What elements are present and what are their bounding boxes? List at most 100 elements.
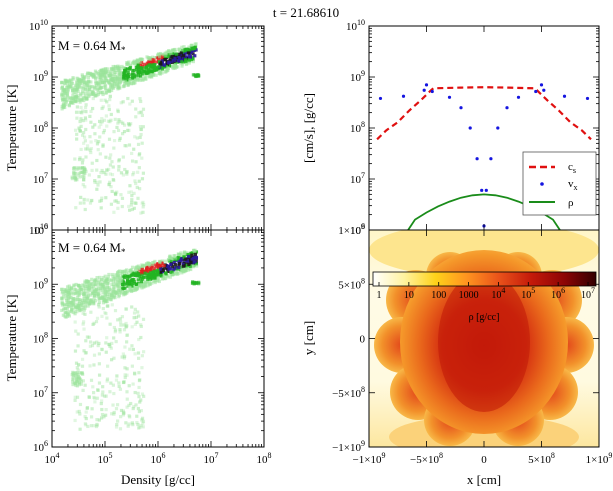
histogram-cell (125, 281, 129, 285)
histogram-cell (117, 284, 121, 288)
histogram-cell (150, 60, 155, 65)
histogram-cell (139, 277, 143, 281)
histogram-cell (147, 279, 151, 283)
histogram-cell (142, 394, 146, 398)
histogram-cell (123, 167, 127, 172)
histogram-cell (95, 396, 99, 400)
histogram-cell (153, 276, 157, 280)
vx-point (562, 94, 567, 98)
histogram-cell (125, 169, 129, 174)
y-tick-label: 108 (350, 120, 365, 135)
histogram-cell (70, 287, 74, 291)
histogram-cell (136, 406, 140, 411)
y-axis-ticks: 106 107 108 109 1010 (346, 18, 599, 237)
histogram-cell (110, 77, 114, 81)
histogram-cell (134, 181, 138, 186)
histogram-cell (66, 300, 70, 305)
histogram-cell (92, 302, 96, 306)
histogram-cell (154, 73, 158, 77)
colorbar-gradient (372, 271, 597, 287)
histogram-cell (102, 73, 107, 77)
histogram-cell (93, 94, 97, 98)
colorbar-tick-label: 100 (431, 290, 446, 301)
histogram-cell (132, 171, 136, 175)
histogram-cell (157, 58, 161, 62)
histogram-cell (136, 351, 141, 355)
histogram-cell (127, 384, 131, 388)
histogram-cell (69, 96, 73, 100)
histogram-cell (116, 68, 121, 73)
histogram-cell (150, 262, 154, 267)
histogram-cell (126, 270, 131, 275)
histogram-cell (134, 107, 138, 111)
figure-title: t = 21.68610 (273, 5, 339, 20)
histogram-cell (130, 277, 135, 281)
histogram-cell (105, 168, 109, 173)
histogram-cell (133, 390, 137, 395)
histogram-cell (167, 60, 171, 64)
histogram-cell (113, 279, 117, 283)
histogram-cell (176, 59, 180, 63)
histogram-cell (161, 268, 165, 273)
histogram-cell (114, 282, 118, 286)
histogram-cell (73, 172, 77, 176)
histogram-cell (92, 424, 96, 428)
histogram-cell (191, 251, 195, 255)
histogram-cell (64, 315, 68, 319)
histogram-cell (145, 74, 149, 78)
histogram-cell (84, 91, 88, 95)
histogram-cell (133, 81, 137, 85)
histogram-cell (154, 263, 158, 267)
histogram-cell (113, 75, 117, 79)
histogram-cell (73, 128, 78, 132)
histogram-cell (122, 323, 126, 327)
histogram-cell (170, 265, 175, 269)
histogram-cell (109, 118, 113, 122)
histogram-cell (109, 358, 114, 362)
histogram-cell (67, 291, 71, 295)
histogram-cell (112, 293, 117, 297)
histogram-cell (142, 350, 146, 354)
histogram-cell (121, 155, 125, 159)
histogram-cell (66, 302, 70, 307)
histogram-cell (105, 100, 109, 104)
histogram-cell (153, 259, 157, 264)
y-tick-label: 1010 (29, 18, 48, 33)
histogram-cell (132, 405, 136, 409)
histogram-cell (76, 307, 80, 311)
legend-box (522, 151, 597, 216)
histogram-cell (109, 153, 113, 157)
x-tick-label: 1×109 (586, 451, 613, 466)
vx-point (539, 83, 544, 87)
x-tick-label: −5×108 (410, 451, 443, 466)
histogram-cell (104, 196, 108, 200)
histogram-cell (94, 279, 99, 283)
y-tick-label: 1010 (29, 222, 48, 237)
histogram-cell (143, 66, 147, 70)
histogram-cell (116, 109, 120, 114)
histogram-cell (112, 336, 116, 340)
histogram-cell (117, 280, 121, 284)
histogram-cell (111, 383, 115, 387)
histogram-cell (89, 415, 94, 419)
histogram-cell (137, 285, 141, 289)
histogram-cell (73, 312, 77, 316)
histogram-cell (99, 98, 103, 102)
histogram-cell (168, 58, 172, 62)
histogram-cell (61, 307, 66, 311)
histogram-cell (155, 67, 159, 72)
histogram-cell (82, 349, 86, 353)
histogram-cell (154, 265, 159, 269)
histogram-cell (92, 296, 96, 301)
histogram-cell (74, 83, 78, 87)
vx-point (534, 89, 538, 94)
histogram-cell (189, 57, 194, 62)
slice-inner-core (438, 272, 530, 412)
histogram-cell (68, 83, 72, 87)
histogram-cell (101, 390, 105, 394)
y-tick-label: 108 (33, 331, 48, 346)
histogram-cell (129, 82, 133, 86)
histogram-cell (78, 201, 82, 205)
histogram-cell (124, 67, 128, 71)
vx-point (516, 95, 521, 99)
